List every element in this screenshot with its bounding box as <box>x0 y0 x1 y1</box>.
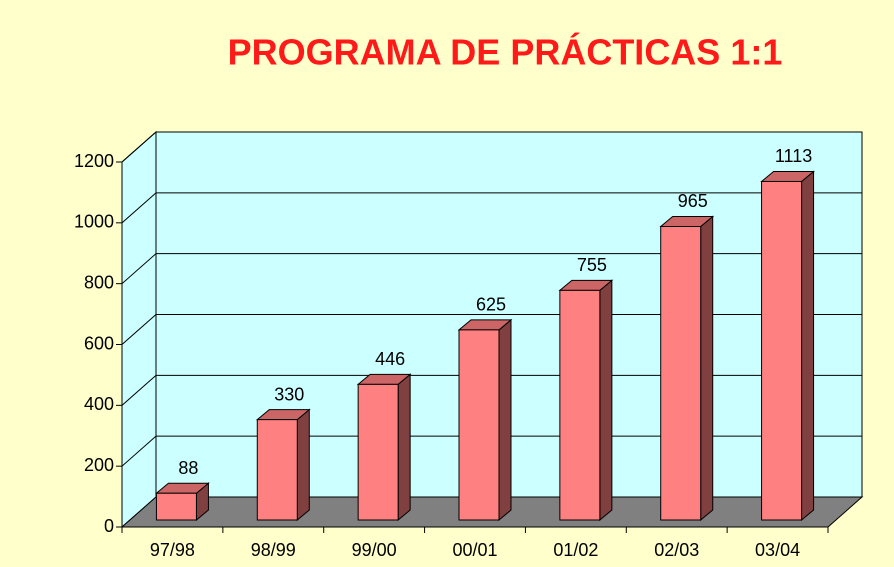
bar <box>256 419 298 521</box>
bar-side <box>498 318 512 522</box>
value-label: 330 <box>274 384 304 404</box>
value-label: 755 <box>577 255 607 275</box>
grid-line <box>121 192 157 224</box>
bar <box>660 225 702 521</box>
chart-title: PROGRAMA DE PRÁCTICAS 1:1 <box>228 32 783 73</box>
x-tick-label: 02/03 <box>654 540 699 560</box>
bar <box>761 180 803 521</box>
value-label: 965 <box>678 191 708 211</box>
bar <box>458 329 500 521</box>
y-tick-label: 400 <box>84 394 114 414</box>
bar-side <box>801 170 815 522</box>
y-tick-label: 800 <box>84 272 114 292</box>
x-tick-label: 00/01 <box>452 540 497 560</box>
bar <box>357 383 399 521</box>
y-tick-label: 1000 <box>74 212 114 232</box>
bar-side <box>397 373 411 522</box>
x-tick-label: 03/04 <box>755 540 800 560</box>
bar <box>559 289 601 521</box>
grid-line <box>121 435 157 467</box>
grid-line <box>121 253 157 285</box>
value-label: 625 <box>476 295 506 315</box>
y-tick-label: 1200 <box>74 151 114 171</box>
grid-line <box>121 374 157 406</box>
bar-side <box>296 408 310 522</box>
value-label: 446 <box>375 349 405 369</box>
y-tick-label: 600 <box>84 333 114 353</box>
grid-line <box>121 131 157 163</box>
y-tick-label: 200 <box>84 455 114 475</box>
y-tick-label: 0 <box>104 516 114 536</box>
bar-side <box>599 279 613 522</box>
x-tick-label: 98/99 <box>251 540 296 560</box>
x-tick-label: 97/98 <box>150 540 195 560</box>
x-tick-label: 01/02 <box>553 540 598 560</box>
grid-line <box>121 314 157 345</box>
bar-side <box>700 215 714 522</box>
bar <box>155 492 197 521</box>
value-label: 88 <box>178 458 198 478</box>
value-label: 1113 <box>775 146 812 166</box>
x-tick-label: 99/00 <box>352 540 397 560</box>
